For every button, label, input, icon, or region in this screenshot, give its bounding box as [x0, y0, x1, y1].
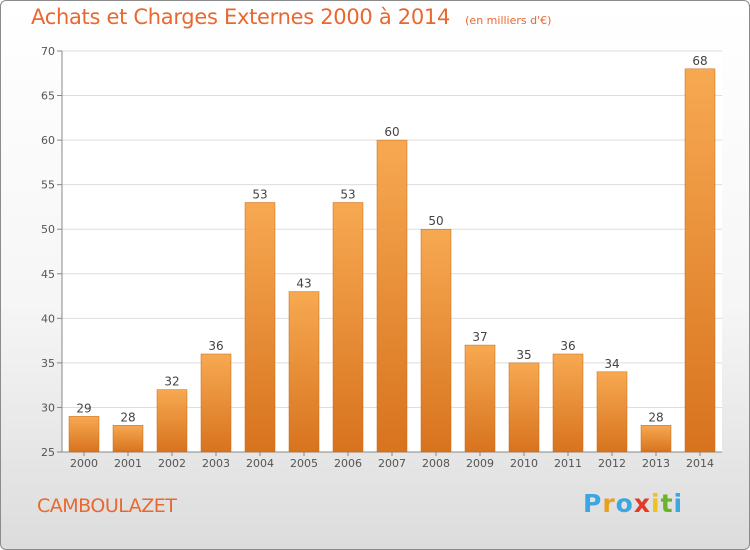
bar-2005 — [288, 291, 320, 453]
x-tick-label-2014: 2014 — [686, 457, 714, 470]
value-label-2010: 35 — [516, 348, 531, 362]
value-label-2000: 29 — [76, 401, 91, 415]
value-label-2012: 34 — [604, 357, 619, 371]
title-row: Achats et Charges Externes 2000 à 2014 (… — [31, 5, 551, 29]
bar-2011 — [552, 353, 584, 453]
x-tick-label-2008: 2008 — [422, 457, 450, 470]
logo-letter: i — [673, 489, 684, 518]
logo-letter: P — [583, 489, 603, 518]
logo-letter: r — [602, 489, 616, 518]
x-tick-label-2010: 2010 — [510, 457, 538, 470]
logo-letter: x — [633, 489, 651, 518]
bar-2009 — [464, 344, 496, 453]
x-tick-label-2004: 2004 — [246, 457, 274, 470]
bar-2006 — [332, 202, 364, 453]
y-tick-label: 35 — [41, 357, 55, 370]
logo-letter: t — [660, 489, 674, 518]
y-tick-label: 30 — [41, 401, 55, 414]
x-tick-label-2011: 2011 — [554, 457, 582, 470]
value-label-2014: 68 — [692, 54, 707, 68]
y-tick-label: 40 — [41, 312, 55, 325]
bar-2002 — [156, 389, 188, 453]
value-label-2005: 43 — [296, 277, 311, 291]
chart-title: Achats et Charges Externes 2000 à 2014 — [31, 5, 451, 29]
logo-letter: i — [651, 489, 661, 518]
value-label-2011: 36 — [560, 339, 575, 353]
value-label-2007: 60 — [384, 125, 399, 139]
x-tick-label-2001: 2001 — [114, 457, 142, 470]
value-label-2004: 53 — [252, 187, 267, 201]
value-label-2013: 28 — [648, 410, 663, 424]
bar-2013 — [640, 425, 672, 453]
value-label-2009: 37 — [472, 330, 487, 344]
y-tick-label: 50 — [41, 223, 55, 236]
x-tick-label-2003: 2003 — [202, 457, 230, 470]
bar-2007 — [376, 139, 408, 453]
x-tick-label-2005: 2005 — [290, 457, 318, 470]
value-label-2001: 28 — [120, 410, 135, 424]
y-tick-label: 45 — [41, 268, 55, 281]
y-tick-label: 55 — [41, 179, 55, 192]
x-tick-label-2000: 2000 — [70, 457, 98, 470]
bar-2001 — [112, 425, 144, 453]
x-tick-label-2013: 2013 — [642, 457, 670, 470]
value-label-2003: 36 — [208, 339, 223, 353]
value-label-2008: 50 — [428, 214, 443, 228]
y-tick-label: 60 — [41, 134, 55, 147]
y-tick-label: 65 — [41, 90, 55, 103]
bar-2012 — [596, 371, 628, 453]
x-tick-label-2006: 2006 — [334, 457, 362, 470]
bar-2008 — [420, 228, 452, 453]
bar-2014 — [684, 68, 716, 453]
x-tick-label-2012: 2012 — [598, 457, 626, 470]
x-tick-label-2002: 2002 — [158, 457, 186, 470]
commune-name: CAMBOULAZET — [37, 495, 177, 517]
bar-2000 — [68, 416, 100, 453]
y-tick-label: 70 — [41, 45, 55, 58]
bar-2004 — [244, 202, 276, 453]
y-tick-label: 25 — [41, 446, 55, 459]
value-label-2002: 32 — [164, 375, 179, 389]
bar-2003 — [200, 353, 232, 453]
chart-subtitle: (en milliers d'€) — [465, 14, 552, 27]
value-label-2006: 53 — [340, 187, 355, 201]
x-tick-label-2007: 2007 — [378, 457, 406, 470]
logo-letter: o — [615, 489, 634, 518]
bar-2010 — [508, 362, 540, 453]
proxiti-logo: Proxiti — [583, 489, 683, 518]
x-tick-label-2009: 2009 — [466, 457, 494, 470]
